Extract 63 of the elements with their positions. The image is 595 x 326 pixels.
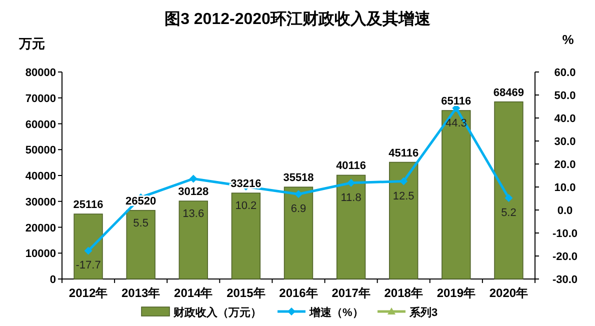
x-tick-label: 2016年 xyxy=(279,286,318,300)
y-tick-label: 20000 xyxy=(25,222,56,234)
bar xyxy=(284,186,314,280)
y-tick-label: 70000 xyxy=(25,92,56,105)
data-label: 35518 xyxy=(283,172,314,184)
data-label: 13.6 xyxy=(182,208,204,220)
bar xyxy=(231,192,261,280)
y-tick-label: 50000 xyxy=(25,144,56,157)
y-tick-label: 80000 xyxy=(25,67,56,79)
x-tick-label: 2015年 xyxy=(226,286,266,300)
data-label: 12.5 xyxy=(392,190,414,202)
x-tick-label: 2020年 xyxy=(489,286,528,300)
legend-label: 系列3 xyxy=(408,306,438,319)
legend-label: 增速（%） xyxy=(308,306,364,319)
data-label: 25116 xyxy=(73,199,104,212)
y2-tick-label: 10.0 xyxy=(554,182,576,194)
point xyxy=(84,246,92,255)
y2-tick-label: 0.0 xyxy=(557,205,573,217)
y-tick-label: 30000 xyxy=(25,196,56,208)
y2-tick-label: -20.0 xyxy=(552,251,578,263)
data-label: 11.8 xyxy=(340,192,362,204)
data-label: 6.9 xyxy=(290,203,306,216)
data-label: 5.2 xyxy=(501,207,516,220)
y-axis-title: 万元 xyxy=(18,36,45,51)
x-tick-label: 2013年 xyxy=(121,286,160,300)
data-label: 45116 xyxy=(388,147,419,160)
x-tick-label: 2019年 xyxy=(436,286,476,300)
y2-tick-label: 30.0 xyxy=(554,136,576,148)
y2-tick-label: 40.0 xyxy=(554,113,576,125)
chart-title: 图3 2012-2020环江财政收入及其增速 xyxy=(164,10,432,28)
y-tick-label: 0 xyxy=(50,274,56,286)
y-tick-label: 40000 xyxy=(25,170,56,182)
data-label: 40116 xyxy=(336,160,366,172)
x-tick-label: 2014年 xyxy=(174,286,213,300)
y-tick-label: 60000 xyxy=(25,118,56,131)
bar xyxy=(494,101,524,280)
bar xyxy=(336,174,366,280)
data-label: 65116 xyxy=(441,96,472,108)
bar xyxy=(74,214,103,280)
y2-tick-label: 20.0 xyxy=(554,159,576,171)
data-label: 10.2 xyxy=(235,200,257,212)
y2-tick-label: -10.0 xyxy=(552,228,578,240)
bar xyxy=(126,210,156,280)
bar xyxy=(178,200,208,280)
point xyxy=(400,177,408,186)
bar xyxy=(389,162,418,280)
y-tick-label: 10000 xyxy=(25,248,56,260)
x-tick-label: 2017年 xyxy=(332,286,370,300)
y2-tick-label: -30.0 xyxy=(552,274,578,286)
x-tick-label: 2012年 xyxy=(68,286,108,300)
point xyxy=(504,194,513,202)
y2-tick-label: 60.0 xyxy=(554,67,576,79)
y2-axis-title: % xyxy=(562,32,574,47)
legend-label: 财政收入（万元） xyxy=(172,306,262,319)
y2-tick-label: 50.0 xyxy=(554,90,576,102)
data-label: 68469 xyxy=(493,86,524,99)
data-label: -17.7 xyxy=(76,260,101,272)
x-tick-label: 2018年 xyxy=(384,286,423,300)
point xyxy=(189,174,198,183)
point xyxy=(294,190,302,198)
data-label: 5.5 xyxy=(133,217,148,230)
data-label: 30128 xyxy=(178,186,209,198)
bar xyxy=(442,110,471,280)
